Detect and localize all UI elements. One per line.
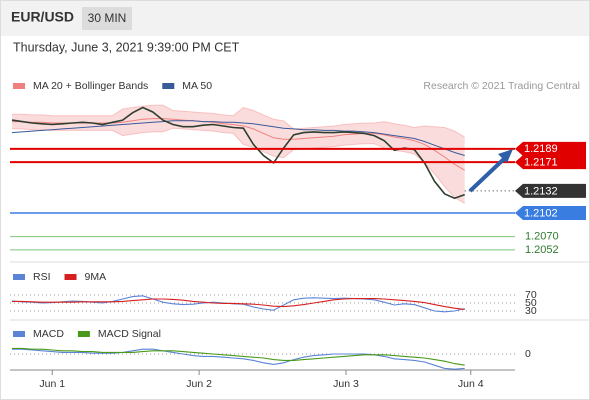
level-label: 1.2070 <box>525 231 559 243</box>
forecast-arrow-head <box>498 149 513 163</box>
indicator-line <box>12 347 465 366</box>
level-label-box <box>515 155 586 170</box>
legend-label: MA 50 <box>182 80 212 92</box>
x-tick-label: Jun 4 <box>458 378 484 390</box>
timeframe-badge <box>82 7 132 30</box>
legend-swatch <box>162 83 175 89</box>
x-tick-label: Jun 1 <box>39 378 65 390</box>
legend-swatch <box>13 274 25 280</box>
level-label-box <box>515 141 586 156</box>
legend-label: RSI <box>33 271 51 283</box>
legend-swatch <box>13 331 25 337</box>
timeframe: 30 MIN <box>88 11 127 25</box>
plot: MA 20 + Bollinger Bands MA 50 1.2189 1.2171… <box>10 80 586 390</box>
legend-swatch <box>77 331 90 337</box>
level-label-box <box>515 206 586 221</box>
level-label: 1.2052 <box>525 244 559 256</box>
x-tick-label: Jun 3 <box>333 378 359 390</box>
indicator-line <box>12 348 465 370</box>
indicator-line <box>12 298 465 310</box>
legend-swatch <box>64 274 77 280</box>
bollinger-upper <box>12 104 465 138</box>
y-tick-label: 30 <box>525 305 537 317</box>
credit: Research © 2021 Trading Central <box>423 80 580 92</box>
level-label: 1.2132 <box>524 185 558 197</box>
bollinger-area <box>12 105 465 204</box>
ma-line <box>11 120 465 156</box>
legend-label: 9MA <box>85 271 107 283</box>
y-tick-label: 70 <box>525 289 537 301</box>
symbol: EUR/USD <box>11 9 74 25</box>
level-label: 1.2102 <box>524 207 558 219</box>
level-label: 1.2171 <box>524 157 558 169</box>
legend-label: MACD <box>33 328 64 340</box>
price-line <box>11 106 465 200</box>
legend-label: MACD Signal <box>98 328 161 340</box>
y-tick-label: 0 <box>525 348 531 360</box>
x-tick-label: Jun 2 <box>186 378 212 390</box>
date: Thursday, June 3, 2021 9:39:00 PM CET <box>13 40 240 54</box>
forecast-arrow <box>468 155 508 193</box>
legend-swatch <box>13 83 25 89</box>
level-label-box <box>515 183 586 198</box>
level-label: 1.2189 <box>524 143 558 155</box>
legend-label: MA 20 + Bollinger Bands <box>33 80 148 92</box>
y-tick-label: 50 <box>525 297 537 309</box>
